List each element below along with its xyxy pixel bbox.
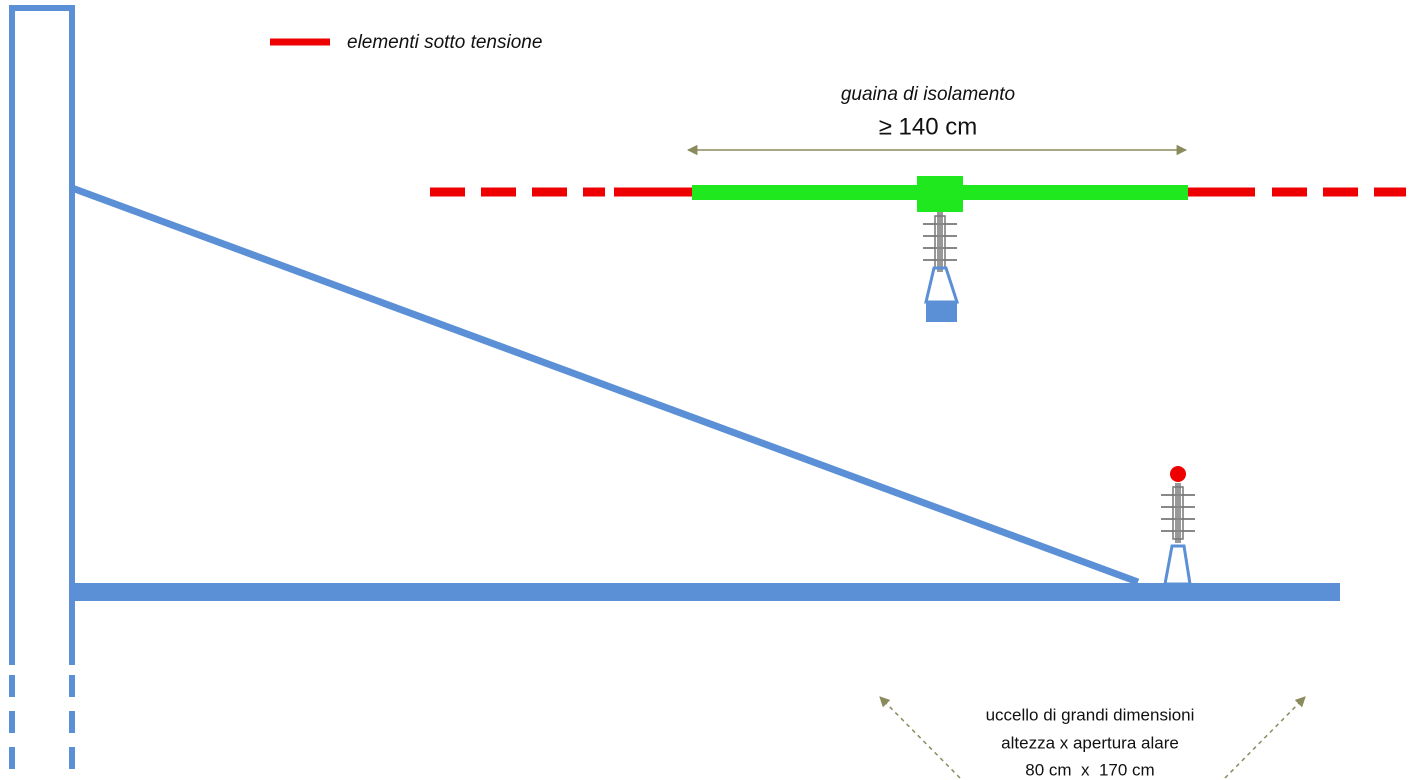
conductor — [1170, 466, 1186, 482]
sleeve-cover — [917, 176, 963, 212]
brace — [70, 184, 1140, 586]
bird-text: altezza x apertura alare — [1001, 733, 1179, 752]
insulation-length: ≥ 140 cm — [879, 113, 978, 140]
bird-text: uccello di grandi dimensioni — [986, 705, 1195, 724]
legend-label: elementi sotto tensione — [347, 32, 542, 53]
bracket-base — [926, 302, 957, 322]
bracket — [924, 266, 960, 304]
bird-arrow — [879, 696, 961, 779]
bracket — [1163, 544, 1192, 586]
pole — [9, 5, 75, 780]
crossarm — [72, 583, 1340, 601]
bird-arrow — [1224, 696, 1306, 779]
insulation-title: guaina di isolamento — [841, 84, 1015, 105]
bird-text: 80 cm x 170 cm — [1025, 760, 1154, 779]
